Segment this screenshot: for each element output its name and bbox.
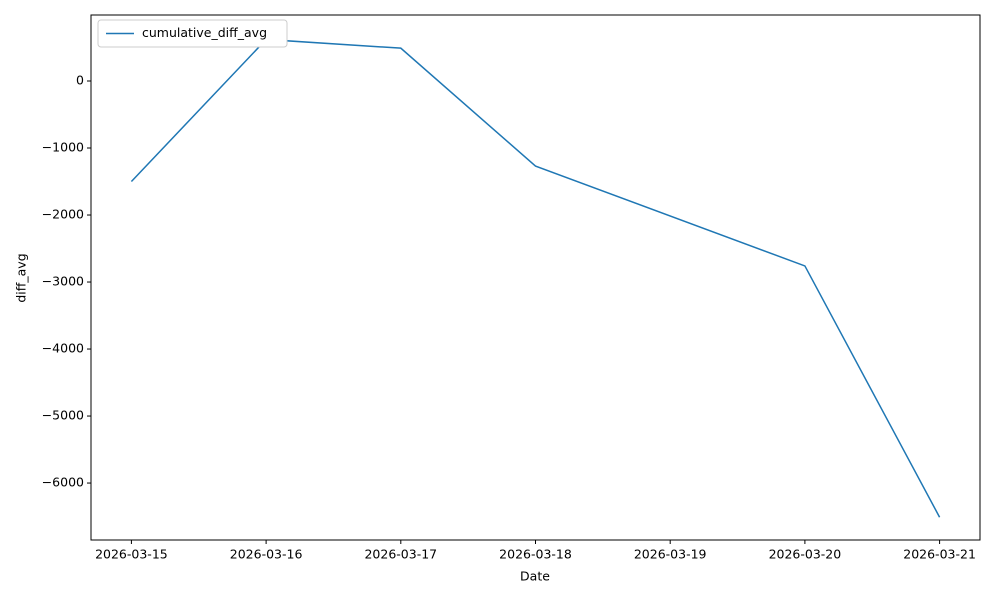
y-tick-label: −3000 xyxy=(42,274,84,289)
plot-frame xyxy=(90,14,981,541)
legend-label: cumulative_diff_avg xyxy=(142,25,267,40)
y-tick-label: −5000 xyxy=(42,408,84,423)
x-axis-label: Date xyxy=(520,569,550,584)
y-tick-label: −2000 xyxy=(42,207,84,222)
y-tick-label: −1000 xyxy=(42,140,84,155)
x-tick-label: 2026-03-16 xyxy=(230,547,303,562)
x-tick-label: 2026-03-17 xyxy=(364,547,437,562)
x-tick-label: 2026-03-20 xyxy=(769,547,842,562)
y-tick-label: −4000 xyxy=(42,341,84,356)
x-tick-label: 2026-03-18 xyxy=(499,547,572,562)
x-tick-label: 2026-03-15 xyxy=(95,547,168,562)
legend-box xyxy=(97,19,288,48)
x-tick-label: 2026-03-21 xyxy=(903,547,976,562)
data-line xyxy=(130,38,941,518)
y-tick-label: −6000 xyxy=(42,475,84,490)
x-tick-label: 2026-03-19 xyxy=(634,547,707,562)
y-axis-label: diff_avg xyxy=(14,253,29,302)
y-tick-label: 0 xyxy=(76,73,84,88)
